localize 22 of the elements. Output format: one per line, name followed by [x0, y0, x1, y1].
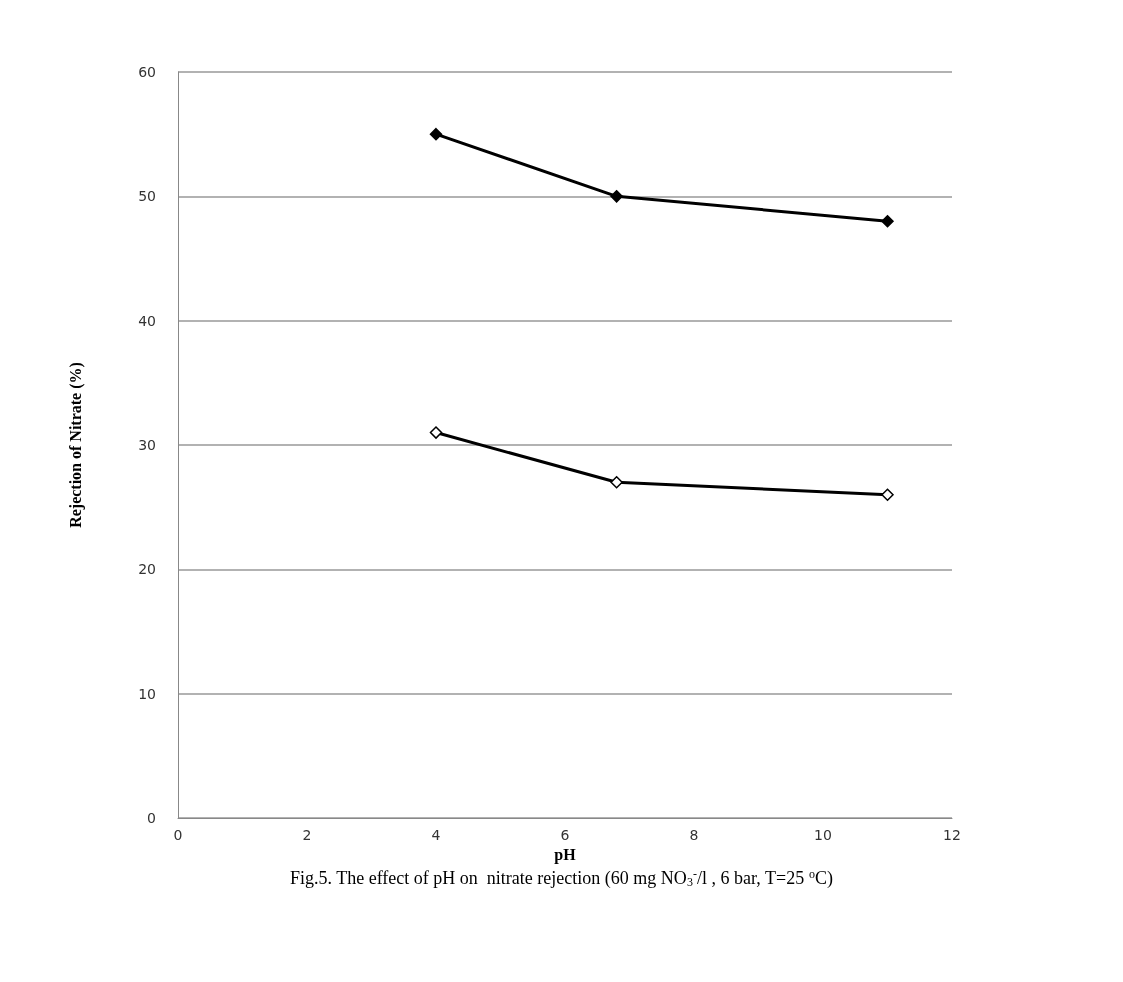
x-tick-label: 4: [431, 827, 441, 843]
point: [429, 127, 443, 141]
point: [610, 190, 623, 203]
y-tick-label: 60: [138, 64, 156, 80]
point: [610, 476, 623, 489]
x-tick-label: 8: [689, 827, 699, 843]
x-axis-title: pH: [554, 846, 577, 865]
x-tick-label: 12: [943, 827, 961, 843]
x-tick-label: 0: [173, 827, 183, 843]
y-axis-title: Rejection of Nitrate (%): [66, 362, 85, 528]
point: [881, 488, 894, 501]
x-tick-label: 2: [302, 827, 312, 843]
y-tick-label: 0: [147, 810, 156, 826]
y-tick-label: 10: [138, 685, 156, 702]
y-tick-label: 30: [138, 437, 156, 453]
x-tick-label: 6: [560, 827, 570, 843]
x-tick-label: 10: [814, 827, 832, 843]
point: [881, 214, 894, 228]
y-tick-label: 50: [138, 188, 156, 205]
y-tick-label: 40: [138, 312, 156, 329]
y-tick-label: 20: [138, 561, 156, 578]
point: [429, 426, 443, 439]
